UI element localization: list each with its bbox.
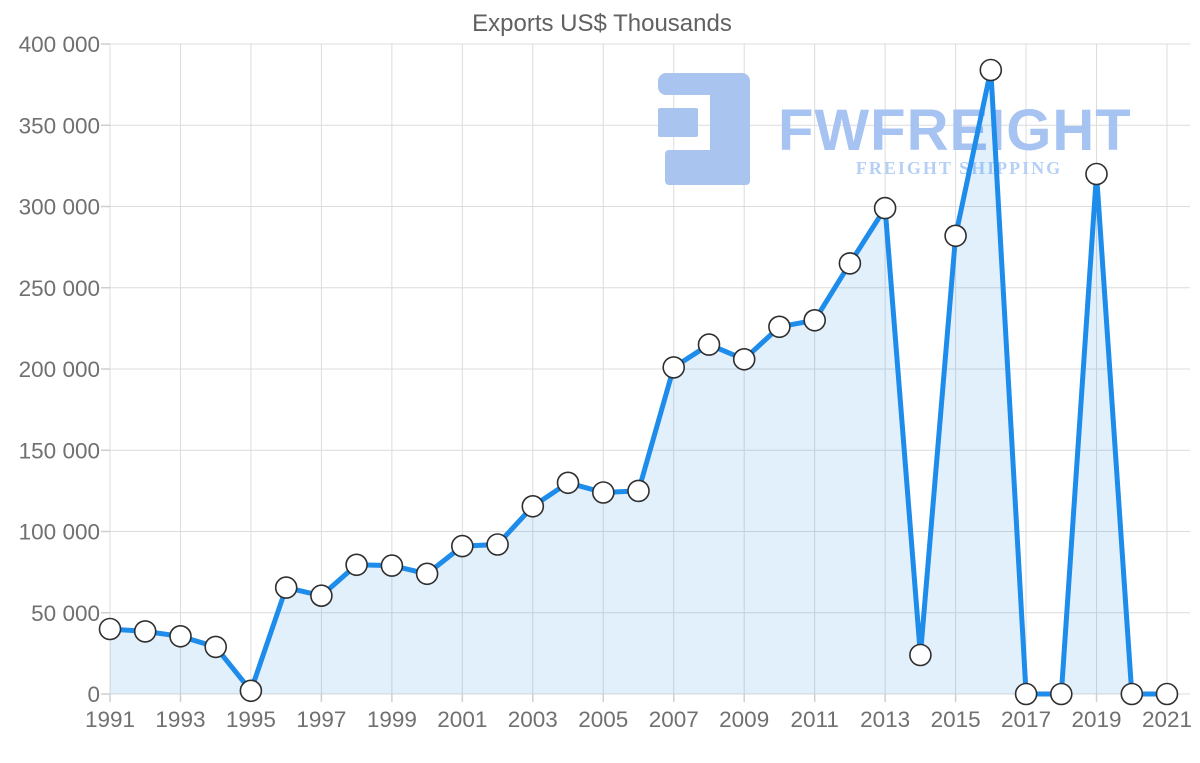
x-tick-label: 2011 (790, 707, 838, 732)
x-tick-label: 2019 (1072, 707, 1122, 732)
x-tick-label: 2021 (1142, 707, 1192, 732)
data-point-marker (732, 347, 756, 371)
x-tick-label: 2015 (931, 707, 981, 732)
data-point-marker (838, 252, 862, 275)
data-point-marker (239, 679, 263, 703)
data-point-marker (1050, 682, 1073, 706)
x-tick-label: 2007 (649, 707, 699, 732)
data-point-marker (591, 481, 615, 504)
data-point-marker (768, 315, 791, 339)
data-point-marker (521, 494, 545, 518)
y-tick-label: 0 (87, 682, 100, 707)
x-tick-label: 2013 (860, 707, 910, 732)
y-tick-label: 100 000 (19, 520, 100, 545)
data-point-marker (380, 554, 404, 577)
data-point-marker (204, 635, 227, 659)
logo-brand-text: FWFREIGHT (778, 98, 1132, 163)
x-tick-label: 1997 (296, 707, 346, 732)
data-point-marker (345, 553, 368, 577)
fwfreight-watermark: FWFREIGHT FREIGHT SHIPPING (658, 73, 1132, 185)
data-point-marker (697, 333, 721, 356)
x-tick-label: 2009 (719, 707, 769, 732)
data-point-marker (662, 356, 686, 379)
y-tick-label: 300 000 (19, 195, 100, 220)
data-point-marker (1085, 162, 1108, 186)
y-tick-label: 200 000 (19, 357, 100, 382)
chart-title: Exports US$ Thousands (472, 10, 732, 37)
x-tick-label: 1999 (367, 707, 417, 732)
data-point-marker (450, 534, 474, 558)
x-tick-label: 2017 (1001, 707, 1051, 732)
y-axis-labels: 0 50 000 100 000 150 000 200 000 250 000 300 0… (19, 32, 100, 707)
data-point-marker (556, 471, 580, 495)
data-point-marker (627, 479, 650, 503)
y-tick-label: 50 000 (31, 601, 100, 626)
series-area-fill (110, 70, 1167, 694)
data-point-marker (415, 562, 439, 586)
data-point-marker (1155, 682, 1179, 706)
x-axis-labels: 1991 1993 1995 1997 1999 2001 2003 2005 2007 2009… (85, 707, 1192, 732)
y-tick-label: 250 000 (19, 276, 100, 301)
data-point-marker (873, 196, 897, 220)
data-point-marker (944, 224, 967, 248)
y-tick-label: 350 000 (19, 113, 100, 138)
y-tick-label: 400 000 (19, 32, 100, 57)
data-point-marker (803, 308, 827, 332)
data-point-marker (310, 584, 333, 608)
x-tick-label: 1995 (226, 707, 276, 732)
data-point-marker (1014, 682, 1038, 706)
x-tick-label: 2005 (578, 707, 628, 732)
x-tick-label: 1993 (155, 707, 205, 732)
x-tick-label: 2001 (437, 707, 487, 732)
data-point-marker (486, 533, 509, 556)
data-point-marker (909, 643, 932, 667)
data-point-marker (274, 576, 298, 599)
data-point-marker (133, 620, 157, 643)
x-tick-label: 1991 (85, 707, 135, 732)
data-point-marker (979, 58, 1003, 82)
data-point-marker (169, 624, 192, 648)
axis-ticks (101, 43, 1168, 702)
series-markers (98, 58, 1179, 706)
fwfreight-logo-icon (658, 73, 750, 185)
x-tick-label: 2003 (508, 707, 558, 732)
logo-tagline-text: FREIGHT SHIPPING (856, 158, 1062, 178)
data-point-marker (98, 617, 122, 641)
y-tick-label: 150 000 (19, 438, 100, 463)
data-point-marker (1120, 682, 1144, 706)
